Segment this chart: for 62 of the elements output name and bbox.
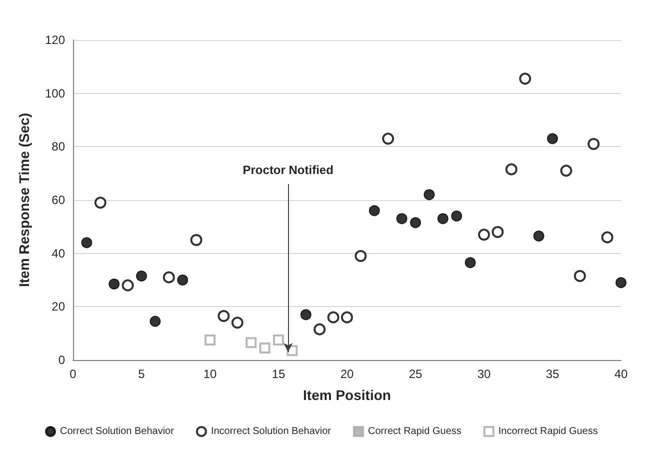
legend-label: Correct Rapid Guess — [368, 426, 462, 437]
point — [616, 277, 626, 288]
point — [574, 270, 586, 282]
y-tick-label: 20 — [52, 300, 66, 314]
point — [204, 334, 216, 346]
point — [108, 278, 120, 290]
point — [246, 337, 257, 348]
x-tick-label: 10 — [203, 367, 217, 381]
legend-label: Correct Solution Behavior — [60, 426, 175, 437]
point — [547, 133, 558, 144]
x-tick-label: 35 — [546, 367, 560, 381]
y-tick-label: 0 — [58, 353, 66, 367]
y-tick-label: 120 — [44, 33, 66, 47]
point — [327, 311, 340, 324]
point — [190, 234, 202, 246]
y-tick-label: 100 — [44, 86, 66, 100]
point — [94, 196, 106, 209]
point — [382, 132, 394, 145]
point — [162, 271, 175, 284]
point — [354, 250, 367, 262]
point — [218, 310, 230, 322]
x-axis-title: Item Position — [303, 387, 391, 403]
legend-label: Incorrect Rapid Guess — [498, 426, 598, 437]
x-tick-label: 40 — [614, 367, 628, 381]
point — [396, 213, 408, 224]
y-tick-label: 80 — [52, 140, 66, 154]
x-tick-label: 30 — [477, 367, 491, 381]
point — [437, 213, 448, 224]
point — [259, 342, 270, 354]
point — [560, 164, 572, 177]
y-tick-label: 60 — [52, 193, 66, 207]
annotation: Proctor Notified — [242, 163, 334, 177]
legend-label: Incorrect Solution Behavior — [210, 426, 332, 437]
point — [122, 279, 134, 292]
point — [231, 316, 244, 329]
point — [81, 237, 92, 248]
point — [451, 210, 462, 222]
point — [492, 226, 504, 238]
point — [150, 316, 161, 327]
point — [314, 323, 326, 336]
x-tick-label: 15 — [272, 367, 286, 381]
point — [464, 257, 476, 268]
point — [601, 231, 614, 244]
y-tick-label: 40 — [52, 246, 66, 260]
point — [478, 228, 490, 241]
point — [273, 334, 284, 346]
point — [588, 138, 600, 150]
point — [300, 309, 312, 320]
x-tick-label: 5 — [138, 367, 146, 381]
point — [505, 163, 518, 176]
point — [533, 230, 544, 242]
point — [341, 311, 353, 324]
point — [410, 217, 421, 228]
y-axis-title: Item Response Time (Sec) — [16, 112, 32, 288]
x-tick-label: 20 — [340, 367, 354, 381]
point — [368, 205, 380, 216]
point — [424, 189, 435, 200]
point — [519, 72, 532, 85]
x-tick-label: 0 — [70, 367, 77, 381]
point — [177, 274, 188, 286]
point — [136, 270, 147, 282]
x-tick-label: 25 — [408, 367, 422, 381]
